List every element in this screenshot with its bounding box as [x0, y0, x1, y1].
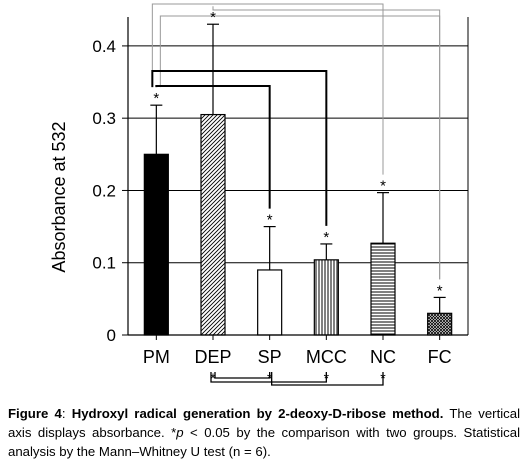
bar-sp: [257, 269, 283, 336]
y-tick-label: 0.3: [92, 109, 116, 128]
figure-caption: Figure 4: Hydroxyl radical generation by…: [8, 406, 521, 459]
y-tick-label: 0: [107, 326, 116, 345]
bottom-bracket-dep-sp: [214, 372, 271, 379]
caption-p-symbol: p: [176, 425, 184, 440]
y-tick-label: 0.1: [92, 254, 116, 273]
comparison-brackets: * * * *: [151, 3, 441, 386]
caption-title: Hydroxyl radical generation by 2-deoxy-D…: [71, 406, 444, 421]
top-bracket-pm-mcc: [151, 70, 328, 226]
y-tick-label: 0.4: [92, 37, 116, 56]
significance-star-mcc: *: [323, 229, 329, 246]
significance-star-pm: *: [153, 90, 159, 107]
caption-text-2: < 0.05 by the comparison with two groups…: [8, 425, 520, 459]
bar-mcc: [313, 259, 339, 336]
significance-star-nc: *: [380, 178, 386, 195]
x-tick-label-mcc: MCC: [306, 347, 347, 367]
x-tick-label-sp: SP: [258, 347, 282, 367]
bars: * * * * * *: [143, 9, 453, 336]
bottom-bracket-dep-mcc: [210, 372, 327, 383]
bottom-bracket-star: *: [380, 370, 386, 386]
bottom-bracket-star: *: [267, 370, 273, 386]
x-tick-label-nc: NC: [370, 347, 396, 367]
axes: 0 0.1 0.2 0.3 0.4 PM DEP SP MCC NC FC: [92, 17, 469, 367]
significance-star-fc: *: [437, 282, 443, 299]
x-tick-label-dep: DEP: [194, 347, 231, 367]
bar-fc: [427, 312, 453, 336]
significance-star-sp: *: [267, 212, 273, 229]
bottom-bracket-sp-nc: [271, 372, 384, 386]
bar-chart-figure: * * * * * * * * * * 0 0.1 0.2 0.3 0.4 PM DEP SP MCC NC FC …: [49, 3, 469, 386]
caption-text-1: The vertical axis displays absorbance. *: [8, 406, 521, 440]
caption-label: Figure 4: [8, 406, 62, 421]
x-tick-label-fc: FC: [428, 347, 452, 367]
y-tick-label: 0.2: [92, 181, 116, 200]
significance-star-dep: *: [210, 9, 216, 26]
bar-nc: [370, 242, 396, 336]
y-axis-label: Absorbance at 532: [49, 121, 69, 272]
top-bracket-pm-nc: [151, 3, 384, 175]
bar-chart: * * * * ****** 00.10.20.30.4PM DEP SP MCC NC FC …: [49, 3, 469, 386]
x-tick-label-pm: PM: [143, 347, 170, 367]
bar-dep: [200, 113, 226, 336]
bottom-bracket-star: *: [210, 370, 216, 386]
bottom-bracket-star: *: [324, 370, 330, 386]
bar-pm: [143, 153, 169, 336]
top-bracket-pm-fc: [159, 15, 441, 280]
grid-lines: [128, 45, 468, 264]
